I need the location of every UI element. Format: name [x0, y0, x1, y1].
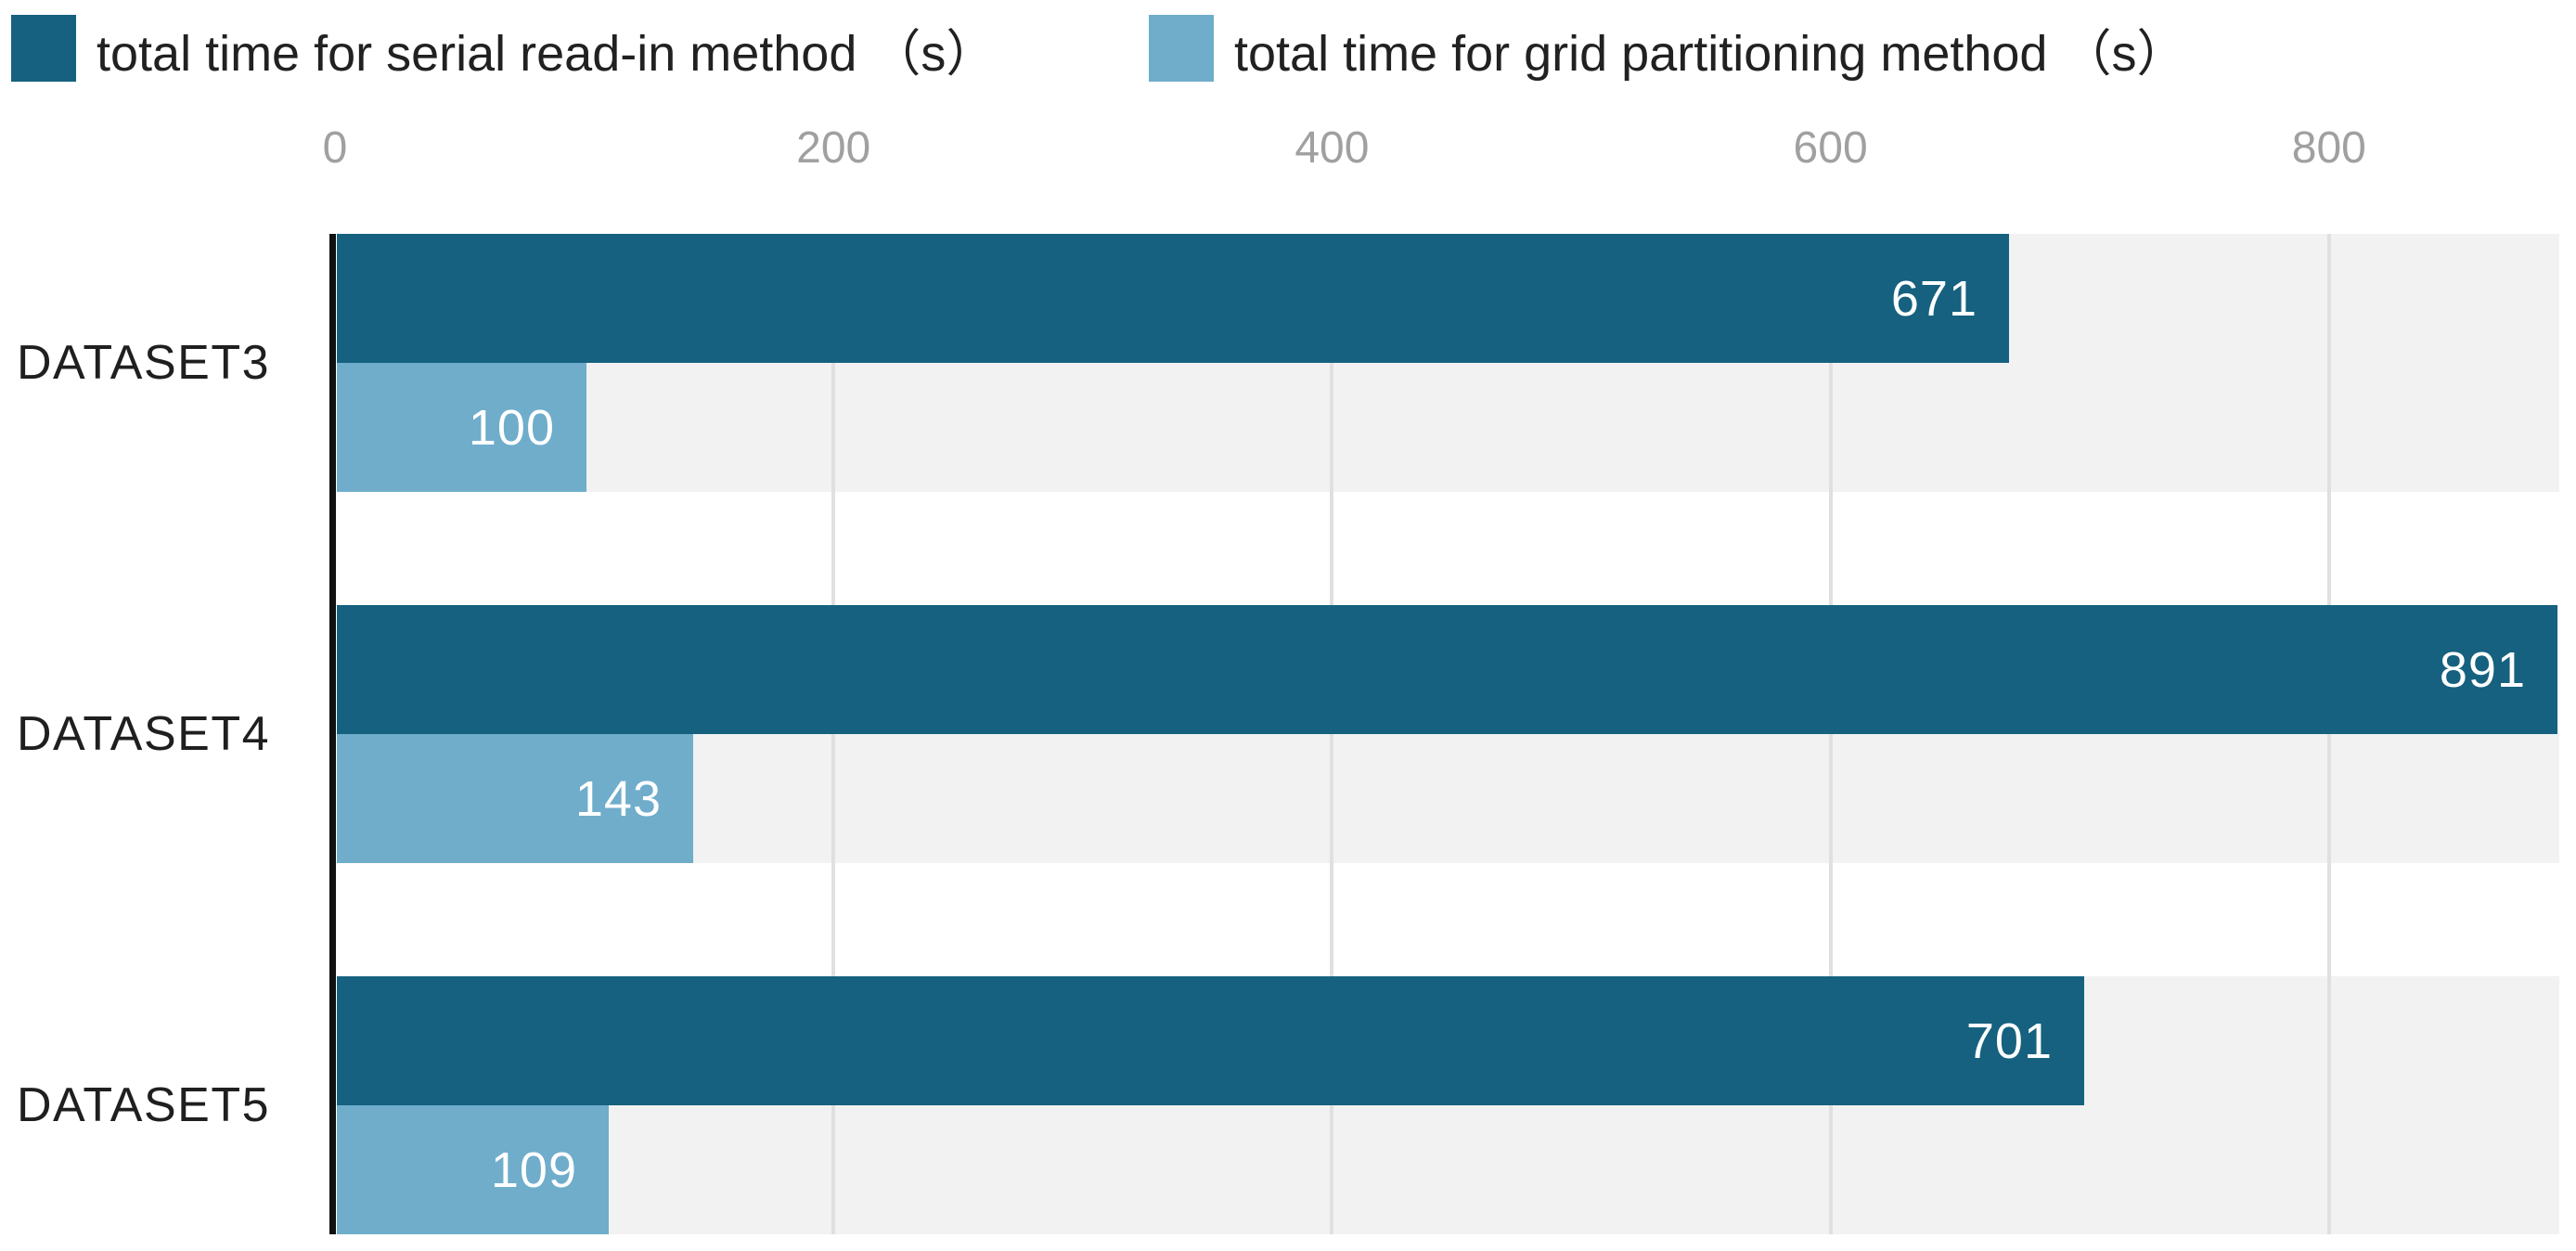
bar-value-label: 109 [490, 1141, 577, 1198]
bar-value-label: 100 [468, 399, 555, 456]
bar-grid-dataset4[interactable]: 143 [337, 734, 693, 863]
x-tick-400: 400 [1294, 123, 1370, 173]
bar-serial-dataset3[interactable]: 671 [337, 234, 2009, 363]
category-label-dataset3: DATASET3 [17, 336, 271, 390]
category-label-dataset5: DATASET5 [17, 1078, 271, 1132]
bar-value-label: 891 [2439, 641, 2526, 698]
x-tick-800: 800 [2291, 123, 2366, 173]
legend-label-serial-method: total time for serial read-in method （s） [97, 25, 997, 82]
x-tick-200: 200 [796, 123, 871, 173]
bar-value-label: 671 [1890, 270, 1977, 327]
legend-item-grid-method[interactable]: total time for grid partitioning method … [1149, 13, 2186, 84]
bar-grid-dataset3[interactable]: 100 [337, 363, 586, 492]
gridline-200 [831, 234, 836, 1234]
bar-serial-dataset4[interactable]: 891 [337, 605, 2557, 734]
bar-grid-dataset5[interactable]: 109 [337, 1105, 609, 1234]
gridline-600 [1828, 234, 1833, 1234]
gridline-800 [2326, 234, 2331, 1234]
legend-item-serial-method[interactable]: total time for serial read-in method （s） [11, 13, 996, 84]
bar-value-label: 143 [574, 770, 662, 827]
x-tick-0: 0 [322, 123, 348, 173]
legend-swatch-grid-method [1149, 15, 1214, 82]
gridline-400 [1330, 234, 1334, 1234]
bar-serial-dataset5[interactable]: 701 [337, 976, 2084, 1105]
y-axis-baseline [329, 234, 336, 1234]
category-label-dataset4: DATASET4 [17, 707, 271, 761]
bar-value-label: 701 [1965, 1012, 2053, 1069]
legend-swatch-serial-method [11, 15, 76, 82]
legend-label-grid-method: total time for grid partitioning method … [1234, 25, 2187, 82]
x-tick-600: 600 [1793, 123, 1868, 173]
